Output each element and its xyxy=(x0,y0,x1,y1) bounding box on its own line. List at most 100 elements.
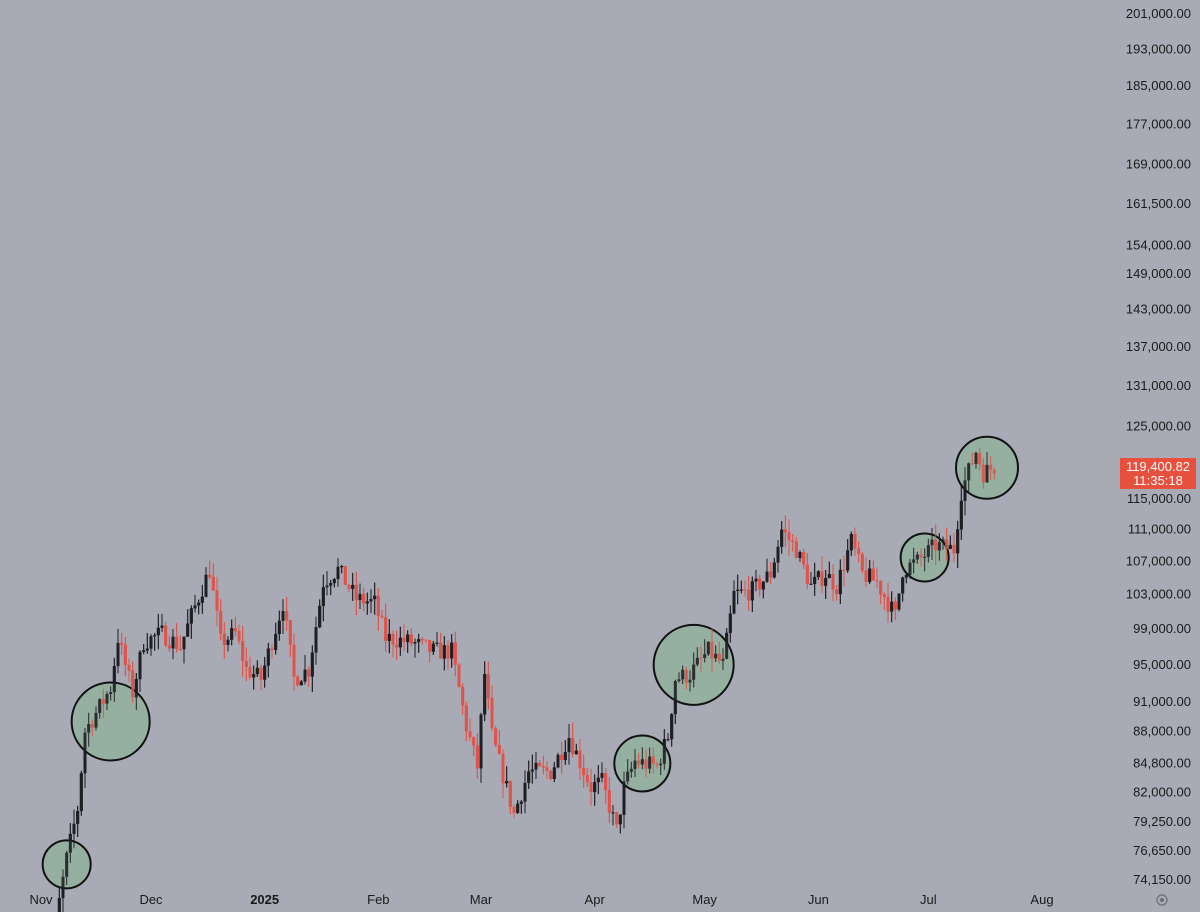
candle xyxy=(538,760,542,767)
candle xyxy=(655,761,659,769)
candle xyxy=(211,563,215,591)
candle xyxy=(992,467,996,480)
candle xyxy=(882,592,886,610)
candle xyxy=(849,531,853,556)
candle xyxy=(989,456,993,480)
candle xyxy=(516,800,520,814)
candle xyxy=(805,552,809,589)
time-tick-label: Jul xyxy=(920,892,937,907)
candle xyxy=(556,752,560,769)
candle xyxy=(963,467,967,516)
candle xyxy=(208,560,212,580)
candle xyxy=(160,613,164,633)
time-tick-label: Aug xyxy=(1030,892,1053,907)
time-axis[interactable]: Nov Dec 2025 Feb Mar Apr May Jun Jul Aug xyxy=(29,892,1053,907)
candle xyxy=(424,639,428,643)
candle xyxy=(937,533,941,561)
candle xyxy=(611,805,615,826)
candle xyxy=(329,579,333,596)
candle xyxy=(791,533,795,552)
candle xyxy=(142,644,146,655)
price-tick-label: 95,000.00 xyxy=(1133,657,1191,672)
candle xyxy=(527,760,531,789)
candle xyxy=(670,713,674,747)
candle xyxy=(164,621,168,647)
candle xyxy=(934,524,938,565)
candle xyxy=(486,661,490,710)
candle xyxy=(182,636,186,664)
candle xyxy=(222,622,226,659)
candle xyxy=(505,766,509,788)
candle xyxy=(189,605,193,639)
candle xyxy=(321,574,325,622)
candle xyxy=(736,574,740,605)
candle xyxy=(450,634,454,668)
candle xyxy=(545,761,549,779)
candle xyxy=(794,537,798,559)
candle xyxy=(622,771,626,829)
candle xyxy=(831,564,835,602)
candle xyxy=(120,633,124,655)
candle xyxy=(904,571,908,584)
price-axis[interactable]: 201,000.00 193,000.00 185,000.00 177,000.00… xyxy=(1126,6,1191,887)
candle xyxy=(618,814,622,834)
candle xyxy=(90,719,94,737)
candle xyxy=(816,570,820,580)
candle xyxy=(541,755,545,775)
candle xyxy=(340,564,344,574)
candle xyxy=(65,850,69,885)
candle xyxy=(241,625,245,677)
time-tick-label: Dec xyxy=(139,892,163,907)
candle xyxy=(127,658,131,682)
candle xyxy=(153,633,157,651)
candle xyxy=(186,609,190,637)
candle xyxy=(431,640,435,656)
price-tick-label: 99,000.00 xyxy=(1133,621,1191,636)
candle xyxy=(549,769,553,781)
price-tick-label: 177,000.00 xyxy=(1126,116,1191,131)
price-tick-label: 79,250.00 xyxy=(1133,814,1191,829)
candle xyxy=(259,665,263,691)
candle xyxy=(244,647,248,682)
price-tick-label: 149,000.00 xyxy=(1126,266,1191,281)
candle xyxy=(582,754,586,788)
candle xyxy=(600,762,604,783)
candle xyxy=(640,747,644,770)
candle xyxy=(802,548,806,569)
candle xyxy=(215,576,219,627)
price-tick-label: 143,000.00 xyxy=(1126,302,1191,317)
candle xyxy=(596,765,600,795)
candle xyxy=(109,686,113,701)
price-tick-label: 185,000.00 xyxy=(1126,78,1191,93)
candle xyxy=(464,701,468,741)
candle xyxy=(123,636,127,676)
candle xyxy=(490,684,494,732)
candle xyxy=(857,541,861,563)
candle xyxy=(387,619,391,654)
candle xyxy=(534,751,538,780)
candle xyxy=(677,672,681,683)
candle xyxy=(692,652,696,688)
settings-icon[interactable] xyxy=(1156,894,1168,906)
candle xyxy=(695,647,699,667)
countdown-timer: 11:35:18 xyxy=(1133,473,1183,488)
candle xyxy=(860,552,864,574)
candle xyxy=(945,527,949,561)
candle xyxy=(420,637,424,645)
candle xyxy=(871,560,875,581)
price-tick-label: 103,000.00 xyxy=(1126,587,1191,602)
candle xyxy=(472,736,476,757)
candle xyxy=(651,747,655,774)
candle xyxy=(252,665,256,690)
candle xyxy=(332,577,336,588)
candle xyxy=(673,679,677,725)
candle xyxy=(560,741,564,774)
candle xyxy=(589,768,593,806)
candle xyxy=(699,646,703,673)
candle xyxy=(296,674,300,687)
candle xyxy=(593,774,597,806)
candle xyxy=(959,486,963,540)
candle xyxy=(494,726,498,747)
highlight-circle xyxy=(70,681,151,762)
